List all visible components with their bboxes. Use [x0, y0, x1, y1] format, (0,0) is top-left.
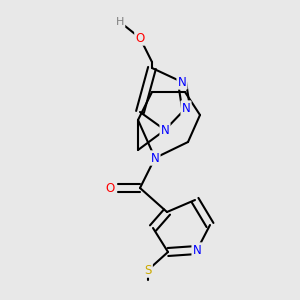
Text: N: N [178, 76, 186, 88]
Text: S: S [144, 263, 152, 277]
Text: N: N [193, 244, 201, 256]
Text: N: N [151, 152, 159, 164]
Text: O: O [135, 32, 145, 44]
Text: H: H [116, 17, 124, 27]
Text: N: N [182, 101, 190, 115]
Text: O: O [105, 182, 115, 194]
Text: N: N [160, 124, 169, 136]
